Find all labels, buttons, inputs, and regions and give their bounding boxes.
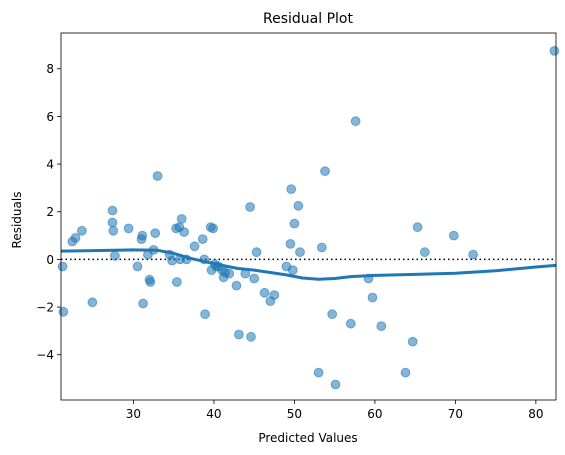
plot-area — [57, 46, 560, 390]
y-tick-label: 8 — [46, 62, 54, 76]
scatter-point — [400, 367, 411, 378]
scatter-point — [189, 241, 200, 252]
scatter-point — [224, 268, 235, 279]
scatter-point — [172, 277, 182, 287]
scatter-point — [468, 249, 479, 260]
scatter-point — [313, 367, 324, 378]
scatter-point — [286, 184, 297, 195]
scatter-point — [245, 202, 256, 212]
scatter-point — [327, 309, 338, 320]
scatter-point — [316, 242, 327, 253]
scatter-point — [249, 273, 260, 284]
scatter-point — [110, 250, 120, 261]
scatter-point — [208, 223, 219, 234]
scatter-point — [246, 331, 256, 342]
y-tick-label: 0 — [46, 253, 54, 267]
scatter-point — [107, 205, 118, 216]
lowess-trend-line — [60, 248, 557, 281]
scatter-points — [57, 46, 560, 390]
scatter-point — [123, 223, 134, 234]
scatter-point — [176, 214, 187, 224]
scatter-point — [549, 46, 560, 56]
y-axis-label: Residuals — [10, 192, 24, 249]
scatter-point — [330, 379, 341, 390]
scatter-point — [107, 217, 118, 228]
x-tick-label: 30 — [126, 407, 141, 421]
scatter-point — [289, 218, 300, 229]
x-axis-label: Predicted Values — [258, 431, 357, 445]
scatter-point — [287, 265, 298, 276]
x-tick-label: 60 — [367, 407, 382, 421]
scatter-point — [234, 329, 244, 340]
scatter-point — [295, 247, 305, 258]
y-tick-label: 6 — [46, 110, 54, 124]
scatter-point — [350, 116, 361, 127]
scatter-point — [376, 321, 387, 332]
scatter-point — [320, 166, 330, 177]
scatter-point — [200, 309, 211, 320]
scatter-point — [152, 171, 163, 181]
plot-frame — [60, 32, 557, 401]
scatter-point — [285, 239, 296, 249]
scatter-point — [448, 230, 459, 241]
scatter-point — [137, 230, 148, 241]
scatter-point — [419, 247, 430, 258]
chart-title: Residual Plot — [263, 11, 353, 27]
y-tick-label: 4 — [46, 158, 54, 172]
scatter-point — [145, 277, 156, 287]
scatter-point — [179, 227, 190, 237]
scatter-point — [70, 233, 81, 243]
y-axis-ticks: −4 −2 0 2 4 6 8 — [36, 62, 61, 362]
scatter-point — [138, 298, 149, 309]
scatter-point — [58, 306, 69, 317]
y-tick-label: −4 — [36, 348, 54, 362]
x-tick-label: 40 — [206, 407, 221, 421]
scatter-point — [367, 292, 378, 303]
scatter-point — [108, 225, 119, 236]
scatter-point — [132, 261, 143, 272]
y-tick-label: 2 — [46, 205, 54, 219]
scatter-point — [167, 255, 178, 266]
scatter-point — [412, 222, 423, 233]
x-tick-label: 70 — [448, 407, 463, 421]
scatter-point — [150, 228, 161, 239]
y-tick-label: −2 — [36, 301, 54, 315]
scatter-point — [293, 200, 304, 211]
scatter-point — [77, 225, 87, 236]
scatter-point — [269, 290, 280, 301]
scatter-point — [259, 287, 270, 298]
scatter-point — [231, 280, 242, 291]
scatter-point — [345, 318, 356, 329]
scatter-point — [197, 234, 208, 245]
x-tick-label: 50 — [287, 407, 302, 421]
x-axis-ticks: 30 40 50 60 70 80 — [126, 400, 544, 421]
scatter-point — [57, 261, 68, 272]
scatter-point — [87, 297, 98, 308]
scatter-point — [407, 336, 418, 347]
scatter-point — [251, 247, 262, 258]
x-tick-label: 80 — [528, 407, 543, 421]
